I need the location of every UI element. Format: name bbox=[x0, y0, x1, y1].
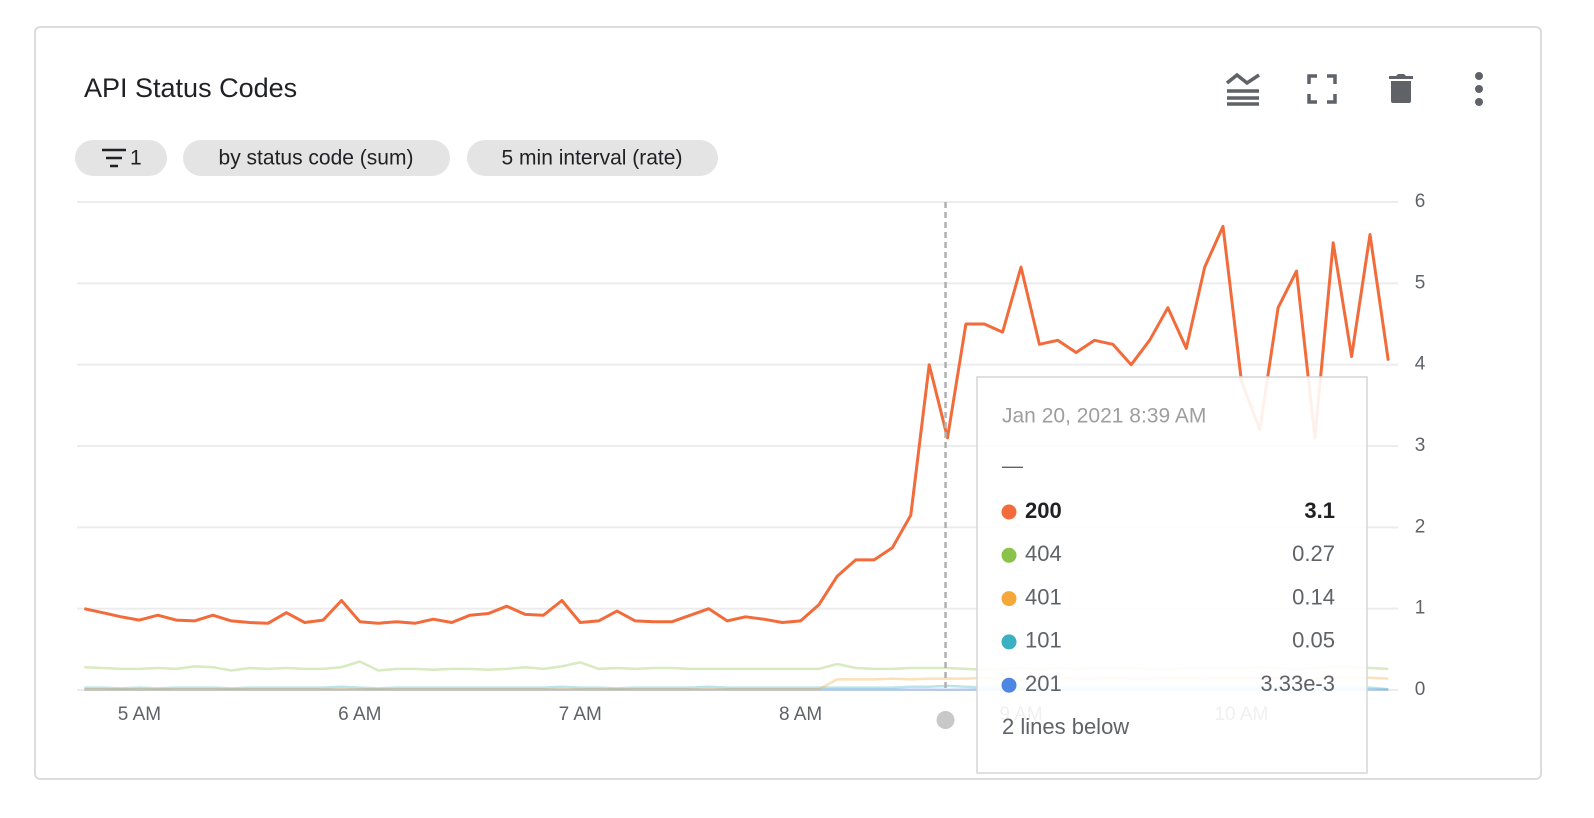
widget-title: API Status Codes bbox=[84, 73, 297, 103]
filter-chip[interactable] bbox=[75, 140, 167, 176]
tooltip-value: 3.1 bbox=[1304, 498, 1335, 523]
y-tick-label: 0 bbox=[1415, 679, 1426, 700]
fullscreen-icon[interactable] bbox=[1307, 74, 1337, 104]
tooltip-swatch bbox=[1001, 504, 1017, 520]
tooltip-swatch bbox=[1001, 677, 1017, 693]
tooltip-series-name: 401 bbox=[1025, 584, 1062, 609]
group-chip[interactable] bbox=[183, 140, 450, 176]
filter-count: 1 bbox=[130, 147, 142, 170]
x-tick-label: 7 AM bbox=[559, 704, 602, 725]
hover-handle bbox=[936, 711, 955, 729]
tooltip-value: 0.05 bbox=[1292, 628, 1335, 653]
series-line bbox=[83, 224, 1390, 625]
tooltip-series-name: 101 bbox=[1025, 628, 1062, 653]
tooltip-series-name: 404 bbox=[1025, 541, 1062, 566]
legend-toggle-icon[interactable] bbox=[1225, 72, 1260, 106]
tooltip-value: 0.14 bbox=[1292, 584, 1335, 609]
y-tick-label: 1 bbox=[1415, 598, 1426, 619]
tooltip-box bbox=[976, 376, 1368, 774]
interval-chip-label: 5 min interval (rate) bbox=[502, 147, 683, 170]
x-tick-label: 8 AM bbox=[779, 704, 822, 725]
tooltip: Jan 20, 2021 8:39 AM —200 3.1 404 0.27 401 0.1… bbox=[976, 376, 1368, 774]
delete-icon[interactable] bbox=[1389, 74, 1413, 103]
y-tick-label: 5 bbox=[1415, 272, 1426, 293]
tooltip-series-name: 200 bbox=[1025, 498, 1062, 523]
tooltip-swatch bbox=[1001, 547, 1017, 563]
y-tick-label: 3 bbox=[1415, 435, 1426, 456]
tooltip-swatch bbox=[1001, 591, 1017, 607]
tooltip-dash: — bbox=[1002, 455, 1023, 478]
tooltip-footer: 2 lines below bbox=[1002, 714, 1129, 739]
tooltip-time: Jan 20, 2021 8:39 AM bbox=[1002, 405, 1206, 428]
x-tick-label: 6 AM bbox=[338, 704, 381, 725]
tooltip-value: 3.33e-3 bbox=[1260, 671, 1335, 696]
more-icon[interactable] bbox=[1475, 72, 1483, 106]
tooltip-swatch bbox=[1001, 634, 1017, 650]
y-tick-label: 6 bbox=[1415, 191, 1426, 212]
tooltip-value: 0.27 bbox=[1292, 541, 1335, 566]
x-tick-label: 5 AM bbox=[118, 704, 161, 725]
y-tick-label: 2 bbox=[1415, 516, 1426, 537]
interval-chip[interactable] bbox=[467, 140, 718, 176]
y-tick-label: 4 bbox=[1415, 354, 1426, 375]
group-chip-label: by status code (sum) bbox=[219, 147, 414, 170]
tooltip-series-name: 201 bbox=[1025, 671, 1062, 696]
